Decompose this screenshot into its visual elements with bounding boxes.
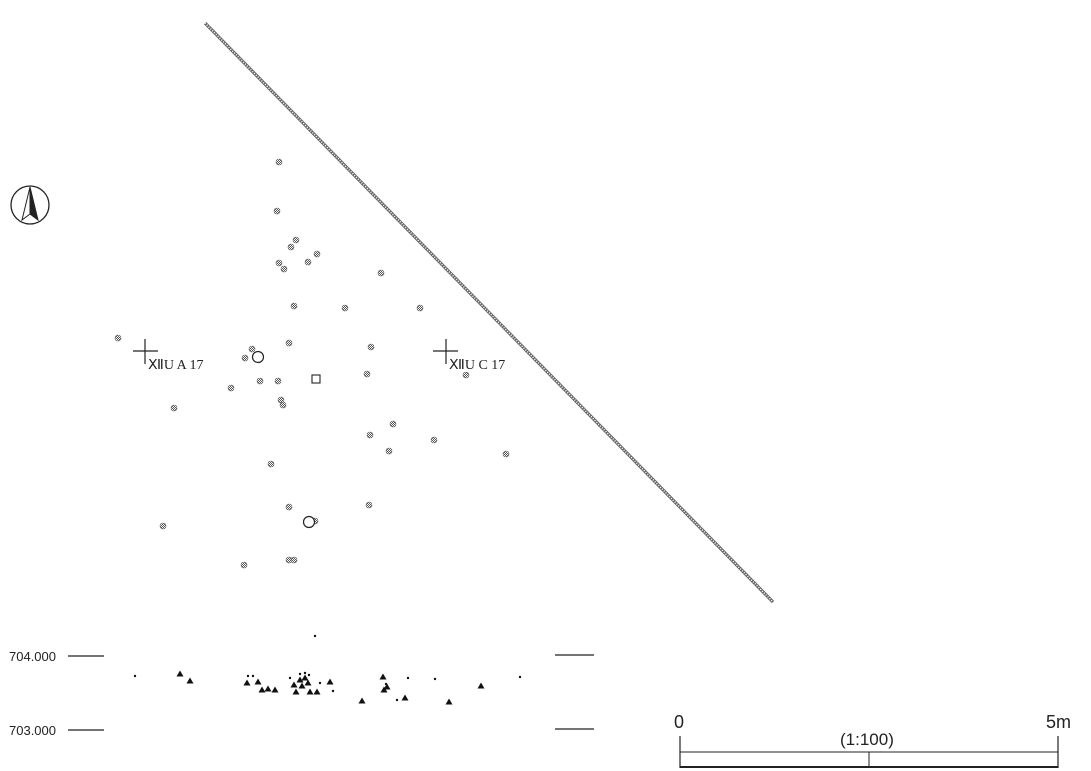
elevation-label-704: 704.000	[9, 649, 56, 664]
triangle-find-icon	[264, 685, 272, 692]
elevation-703: 703.000	[9, 723, 594, 738]
stone-find-icon	[292, 236, 300, 244]
stone-find-icon	[389, 420, 397, 428]
triangle-find-icon	[298, 682, 306, 689]
small-find-dot	[395, 698, 399, 702]
small-find-dot	[318, 681, 322, 685]
stone-find-icon	[430, 436, 438, 444]
small-find-dot	[313, 634, 317, 638]
small-find-dot	[133, 674, 137, 678]
circle-feature-icon	[302, 515, 316, 529]
elevation-label-703: 703.000	[9, 723, 56, 738]
small-find-dot	[433, 677, 437, 681]
small-find-dot	[331, 689, 335, 693]
stone-find-icon	[341, 304, 349, 312]
stone-find-icon	[313, 250, 321, 258]
small-find-dot	[384, 682, 388, 686]
stone-find-icon	[290, 302, 298, 310]
triangle-find-icon	[477, 682, 485, 689]
scale-start-label: 0	[674, 712, 684, 732]
section-find-markers	[133, 634, 522, 705]
stone-find-icon	[416, 304, 424, 312]
triangle-find-icon	[186, 677, 194, 684]
triangle-find-icon	[358, 697, 366, 704]
grid-label-a17: ⅫU A 17	[148, 358, 204, 373]
triangle-find-icon	[313, 688, 321, 695]
small-find-dot	[246, 674, 250, 678]
triangle-find-icon	[445, 698, 453, 705]
stone-find-icon	[385, 447, 393, 455]
stone-find-icon	[462, 371, 470, 379]
triangle-find-icon	[306, 688, 314, 695]
north-arrow-icon	[10, 185, 50, 225]
stone-find-icon	[363, 370, 371, 378]
grid-point-c17: ⅫU C 17	[433, 339, 505, 373]
triangle-find-icon	[326, 678, 334, 685]
stone-find-icon	[304, 258, 312, 266]
stone-find-icon	[256, 377, 264, 385]
stone-find-icon	[275, 158, 283, 166]
square-feature-icon	[311, 374, 321, 384]
stone-find-icon	[227, 384, 235, 392]
stone-find-icon	[275, 259, 283, 267]
stone-find-icon	[274, 377, 282, 385]
stone-find-icon	[290, 556, 298, 564]
stone-find-icon	[285, 503, 293, 511]
stone-find-icon	[377, 269, 385, 277]
stone-find-icon	[502, 450, 510, 458]
feature-markers	[251, 350, 321, 529]
stone-find-icon	[367, 343, 375, 351]
small-find-dot	[288, 676, 292, 680]
small-find-dot	[518, 675, 522, 679]
stone-find-icon	[287, 243, 295, 251]
circle-feature-icon	[251, 350, 265, 364]
triangle-find-icon	[258, 686, 266, 693]
trench-boundary-line	[203, 21, 775, 604]
small-find-dot	[406, 676, 410, 680]
elevation-704: 704.000	[9, 649, 594, 664]
stone-find-icon	[366, 431, 374, 439]
grid-point-a17: ⅫU A 17	[133, 339, 204, 373]
stone-find-icon	[273, 207, 281, 215]
stone-find-icon	[267, 460, 275, 468]
triangle-find-icon	[243, 679, 251, 686]
triangle-find-icon	[301, 674, 309, 681]
find-markers	[114, 158, 510, 569]
small-find-dot	[251, 674, 255, 678]
stone-find-icon	[240, 561, 248, 569]
scale-ratio-label: (1:100)	[840, 730, 894, 749]
triangle-find-icon	[271, 686, 279, 693]
stone-find-icon	[241, 354, 249, 362]
scale-end-label: 5m	[1046, 712, 1071, 732]
triangle-find-icon	[176, 670, 184, 677]
triangle-find-icon	[401, 694, 409, 701]
triangle-find-icon	[296, 676, 304, 683]
stone-find-icon	[114, 334, 122, 342]
small-find-dot	[298, 672, 302, 676]
triangle-find-icon	[292, 688, 300, 695]
stone-find-icon	[365, 501, 373, 509]
triangle-find-icon	[304, 679, 312, 686]
stone-find-icon	[280, 265, 288, 273]
stone-find-icon	[248, 345, 256, 353]
stone-find-icon	[285, 339, 293, 347]
grid-label-c17: ⅫU C 17	[449, 358, 505, 373]
scale-bar: 0 5m (1:100)	[674, 712, 1071, 768]
stone-find-icon	[279, 401, 287, 409]
stone-find-icon	[159, 522, 167, 530]
triangle-find-icon	[383, 683, 391, 690]
triangle-find-icon	[379, 673, 387, 680]
triangle-find-icon	[290, 681, 298, 688]
small-find-dot	[307, 673, 311, 677]
stone-find-icon	[170, 404, 178, 412]
small-find-dot	[303, 671, 307, 675]
triangle-find-icon	[254, 678, 262, 685]
